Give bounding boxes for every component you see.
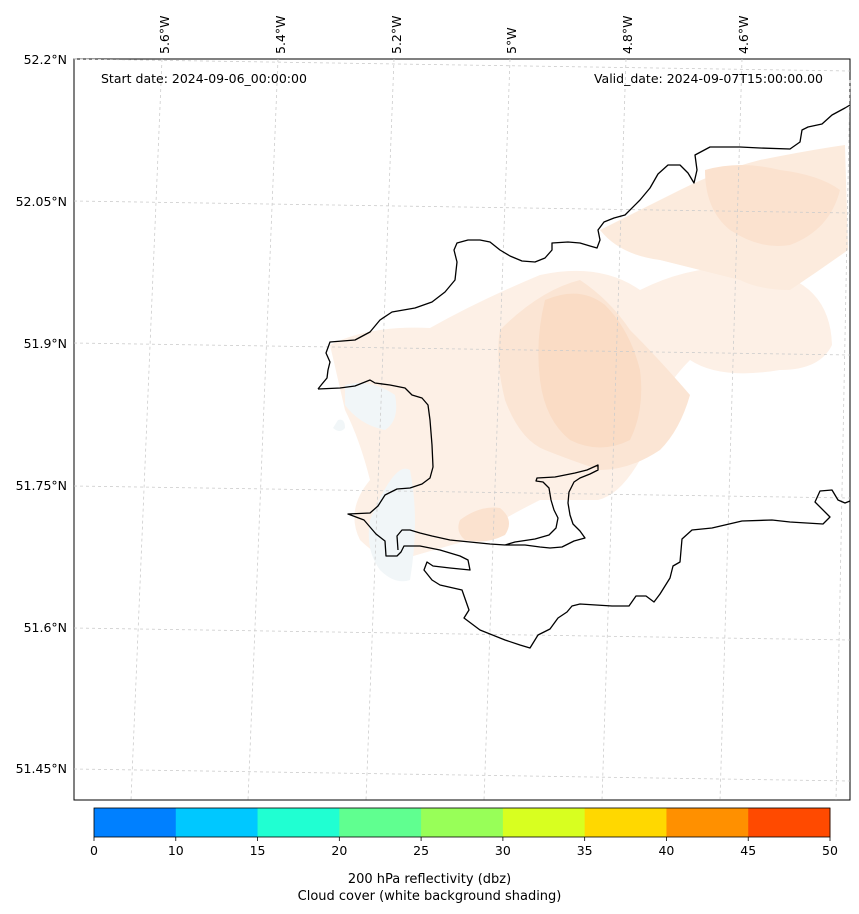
colorbar-tick-label: 10 [168, 843, 184, 858]
lon-label: 4.6°W [736, 16, 751, 55]
lat-label: 51.6°N [24, 620, 67, 635]
colorbar-segment [748, 808, 831, 837]
colorbar-tick-label: 45 [740, 843, 756, 858]
colorbar-segment [257, 808, 340, 837]
colorbar-tick-label: 35 [577, 843, 593, 858]
colorbar-tick-label: 15 [250, 843, 266, 858]
colorbar-segment [421, 808, 504, 837]
colorbar-subtitle: Cloud cover (white background shading) [297, 889, 562, 904]
colorbar-segment [584, 808, 667, 837]
lon-label: 5.4°W [273, 16, 288, 55]
colorbar-tick-label: 40 [658, 843, 674, 858]
colorbar-tick-label: 25 [413, 843, 429, 858]
colorbar-segment [339, 808, 422, 837]
lon-label: 5.2°W [389, 16, 404, 55]
start-date-label: Start date: 2024-09-06_00:00:00 [101, 71, 307, 86]
lon-label: 5°W [504, 27, 519, 54]
colorbar-tick-label: 30 [495, 843, 511, 858]
colorbar-tick-label: 50 [822, 843, 838, 858]
lat-label: 51.45°N [16, 761, 67, 776]
lat-label: 52.05°N [16, 194, 67, 209]
coastline [317, 104, 851, 649]
cloud-shading [330, 145, 848, 582]
colorbar-segment [666, 808, 749, 837]
lat-label: 51.75°N [16, 478, 67, 493]
gridlines [73, 58, 851, 801]
colorbar-tick-label: 0 [90, 843, 98, 858]
lat-labels: 52.2°N 52.05°N 51.9°N 51.75°N 51.6°N 51.… [16, 52, 67, 776]
colorbar-segment [94, 808, 177, 837]
colorbar-segment [502, 808, 586, 837]
lon-label: 4.8°W [620, 16, 635, 55]
colorbar-title: 200 hPa reflectivity (dbz) [347, 872, 512, 887]
lat-label: 51.9°N [24, 336, 67, 351]
lon-labels: 5.6°W 5.4°W 5.2°W 5°W 4.8°W 4.6°W [157, 16, 751, 55]
valid-date-label: Valid_date: 2024-09-07T15:00:00.00 [594, 71, 823, 86]
colorbar-ticks: 0 10 15 20 25 30 35 40 45 50 [90, 837, 838, 858]
lon-label: 5.6°W [157, 16, 172, 55]
colorbar-caption: 200 hPa reflectivity (dbz) Cloud cover (… [0, 871, 859, 905]
colorbar-outline [93, 807, 831, 838]
lat-label: 52.2°N [24, 52, 67, 67]
colorbar-segment [175, 808, 259, 837]
colorbar-segments [94, 808, 831, 837]
colorbar: 0 10 15 20 25 30 35 40 45 50 [90, 807, 838, 858]
colorbar-tick-label: 20 [331, 843, 347, 858]
